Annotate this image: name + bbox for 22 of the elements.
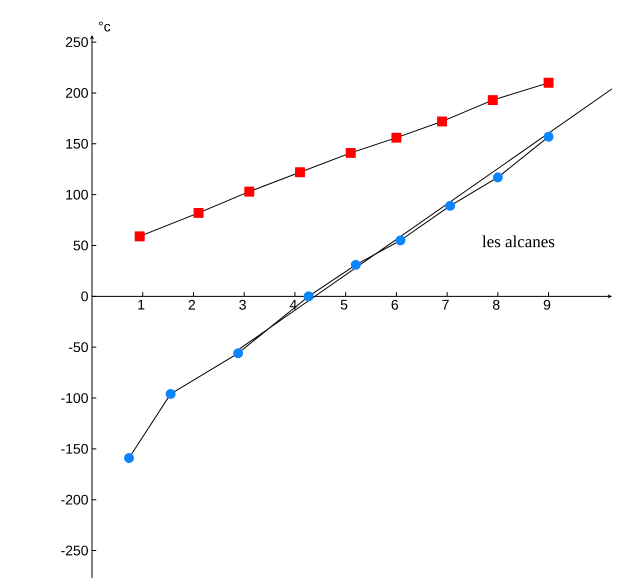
x-tick-label: 1 (138, 300, 144, 310)
x-tick-label: 9 (544, 300, 550, 310)
y-tick-label: 150 (66, 138, 88, 149)
y-tick-label: -250 (61, 546, 88, 556)
y-tick-label: -100 (61, 393, 88, 403)
annotation: les alcanes (482, 235, 554, 248)
y-tick-label: 50 (74, 240, 88, 250)
x-tick-label: 5 (340, 300, 348, 310)
x-tick-label: 6 (392, 300, 398, 310)
x-tick-label: 3 (239, 300, 246, 310)
y-tick-label: 250 (66, 37, 88, 48)
y-tick-label: -200 (61, 494, 88, 505)
y-tick-label: 0 (81, 291, 88, 302)
x-tick-label: 7 (442, 300, 449, 310)
y-axis-title: °c (98, 22, 110, 32)
x-tick-label: 8 (492, 300, 500, 310)
y-tick-label: 100 (66, 190, 88, 200)
x-tick-label: 2 (188, 300, 196, 310)
x-tick-label: 4 (290, 300, 297, 310)
y-tick-label: -150 (61, 444, 88, 454)
y-tick-label: -50 (68, 342, 88, 352)
y-tick-label: 200 (66, 88, 88, 98)
